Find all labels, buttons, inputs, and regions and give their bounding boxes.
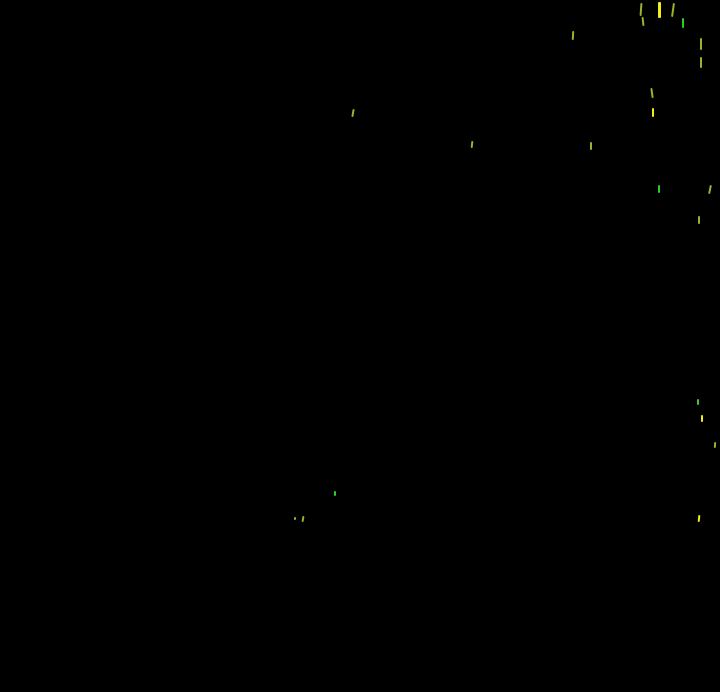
- spark-particle: [700, 38, 702, 50]
- spark-particle: [671, 2, 675, 18]
- spark-particle: [701, 415, 703, 422]
- spark-particle: [708, 184, 712, 195]
- spark-particle: [301, 515, 305, 523]
- spark-particle: [652, 108, 654, 117]
- spark-particle: [698, 216, 700, 224]
- spark-particle: [590, 142, 592, 150]
- spark-particle: [351, 108, 355, 118]
- spark-particle: [571, 30, 575, 41]
- spark-particle: [697, 399, 699, 405]
- spark-particle: [697, 514, 701, 523]
- spark-particle: [334, 491, 336, 496]
- spark-particle: [294, 517, 296, 520]
- spark-particle: [682, 18, 684, 28]
- spark-particle: [470, 140, 474, 149]
- spark-particle: [641, 16, 645, 27]
- spark-particle: [658, 2, 661, 18]
- spark-particle: [658, 185, 660, 193]
- spark-particle: [700, 57, 702, 68]
- spark-particle: [639, 2, 643, 17]
- spark-particle: [650, 87, 654, 99]
- spark-particle: [713, 441, 717, 449]
